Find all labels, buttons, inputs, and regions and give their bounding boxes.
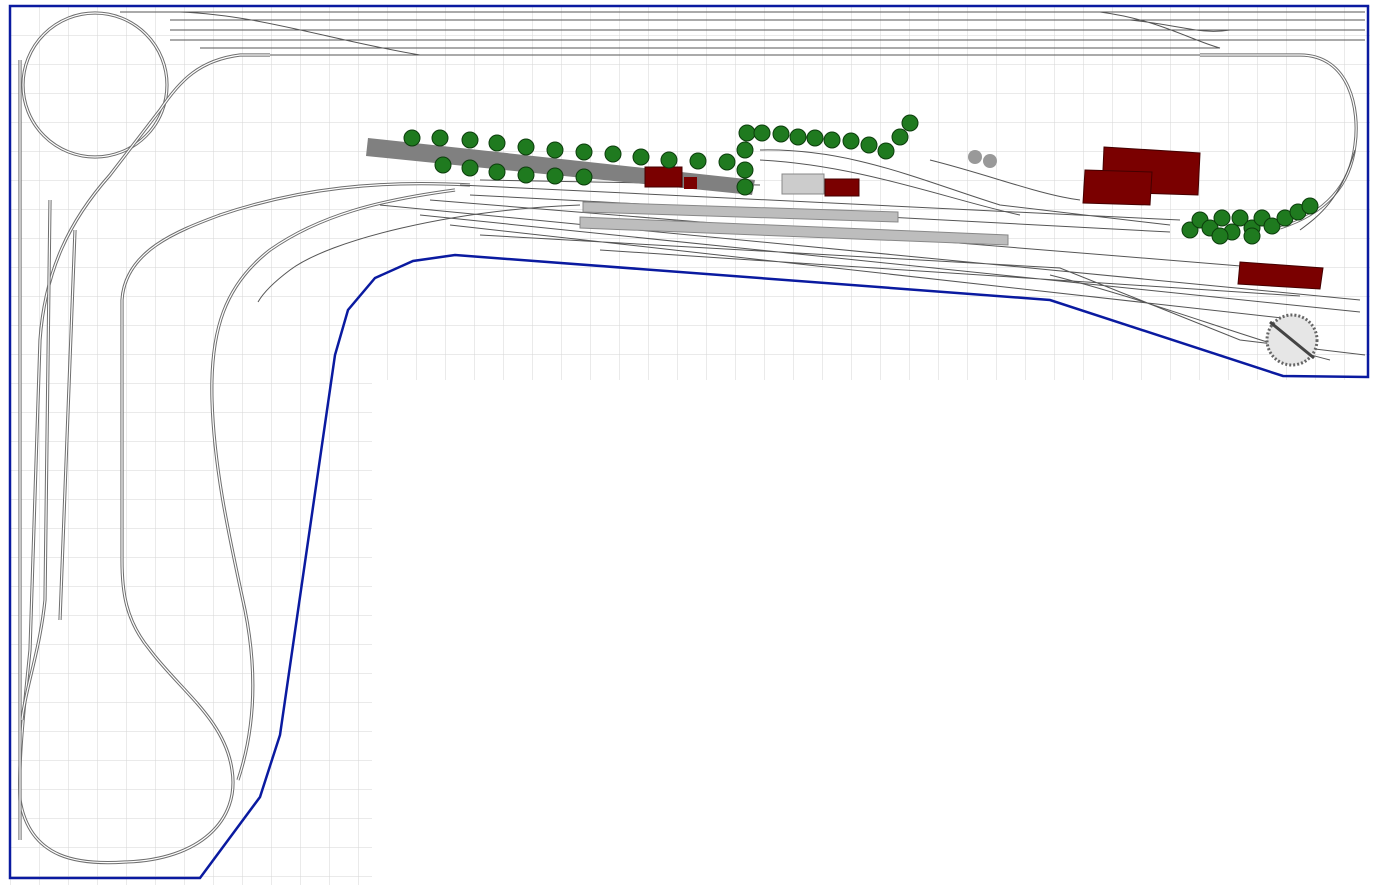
inner-curve-rail	[211, 189, 456, 781]
grid	[10, 6, 1370, 885]
tree	[901, 114, 919, 132]
left-parallel-rail	[19, 60, 76, 840]
building	[684, 177, 697, 189]
tree	[1263, 217, 1281, 235]
tree	[575, 168, 593, 186]
tree	[461, 159, 479, 177]
layout-boundary	[8, 4, 1370, 880]
tree	[632, 148, 650, 166]
tree	[575, 143, 593, 161]
tree	[488, 163, 506, 181]
tree	[753, 124, 771, 142]
tank	[983, 154, 997, 168]
branch	[257, 204, 581, 303]
building	[781, 173, 825, 195]
tree	[403, 129, 421, 147]
tree	[517, 166, 535, 184]
tree	[689, 152, 707, 170]
track-detail	[1299, 149, 1356, 231]
tree	[806, 129, 824, 147]
scenery	[366, 138, 1324, 367]
tree	[1231, 209, 1249, 227]
tree	[718, 153, 736, 171]
tree	[461, 131, 479, 149]
tracks	[18, 11, 1366, 865]
tree	[1211, 227, 1229, 245]
tree	[772, 125, 790, 143]
track-detail	[120, 11, 1365, 56]
platform	[579, 216, 1009, 246]
tree	[434, 156, 452, 174]
tree	[738, 124, 756, 142]
tree	[789, 128, 807, 146]
tree	[604, 145, 622, 163]
tree	[517, 138, 535, 156]
tree	[431, 129, 449, 147]
tree	[842, 132, 860, 150]
station-tracks	[379, 149, 1366, 361]
tree	[891, 128, 909, 146]
building	[824, 178, 860, 197]
building	[1237, 261, 1324, 290]
track-detail	[179, 11, 1231, 56]
tank	[968, 150, 982, 164]
tree	[1213, 209, 1231, 227]
building	[644, 166, 683, 188]
tree	[736, 178, 754, 196]
helix-inner	[22, 12, 168, 158]
tree	[546, 141, 564, 159]
tree	[1301, 197, 1319, 215]
tree	[823, 131, 841, 149]
tree	[860, 136, 878, 154]
tree	[736, 141, 754, 159]
tree	[1243, 227, 1261, 245]
tree	[546, 167, 564, 185]
trees	[403, 114, 1319, 245]
tree	[736, 161, 754, 179]
tree	[877, 142, 895, 160]
staging-yard	[120, 11, 1365, 56]
tree	[488, 134, 506, 152]
turntable-bridge	[1269, 320, 1315, 360]
tree	[660, 151, 678, 169]
platform	[582, 201, 899, 223]
building	[1082, 169, 1153, 206]
